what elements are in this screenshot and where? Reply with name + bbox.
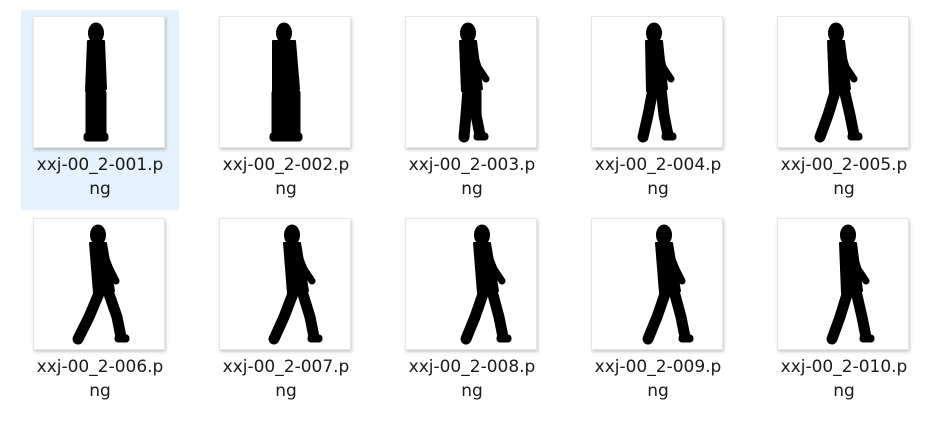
- silhouette-thumbnail-icon: [591, 16, 723, 148]
- arm-shape: [654, 43, 675, 83]
- foot-shape: [496, 334, 512, 343]
- file-item[interactable]: xxj-00_2-008.p ng: [393, 212, 551, 412]
- walking-person-silhouette: [269, 22, 303, 142]
- walking-person-silhouette: [814, 22, 863, 143]
- foot-shape: [661, 132, 677, 141]
- silhouette-thumbnail-icon: [33, 16, 165, 148]
- file-name: xxj-00_2-005.p ng: [780, 155, 908, 199]
- front-leg-shape: [296, 285, 320, 343]
- file-name: xxj-00_2-001.p ng: [36, 155, 164, 199]
- file-item[interactable]: xxj-00_2-009.p ng: [579, 212, 737, 412]
- back-leg-shape: [637, 83, 659, 143]
- feet-shape: [269, 132, 303, 142]
- file-name: xxj-00_2-004.p ng: [594, 155, 722, 199]
- arm-shape: [848, 245, 870, 285]
- file-item[interactable]: xxj-00_2-003.p ng: [393, 10, 551, 210]
- silhouette-thumbnail-icon: [405, 218, 537, 350]
- arm-shape: [292, 245, 316, 285]
- back-leg-shape: [458, 83, 474, 143]
- file-name: xxj-00_2-007.p ng: [222, 357, 350, 401]
- file-name: xxj-00_2-009.p ng: [594, 357, 722, 401]
- walking-person-silhouette: [458, 22, 490, 143]
- back-leg-shape: [826, 285, 854, 345]
- front-leg-shape: [102, 285, 127, 343]
- file-item[interactable]: xxj-00_2-001.p ng: [21, 10, 179, 210]
- arm-shape: [482, 245, 506, 285]
- walking-person-silhouette: [826, 224, 875, 345]
- walking-person-silhouette: [460, 224, 512, 345]
- silhouette-thumbnail-icon: [33, 218, 165, 350]
- silhouette-thumbnail-icon: [219, 16, 351, 148]
- silhouette-thumbnail-icon: [405, 16, 537, 148]
- front-leg-shape: [850, 285, 872, 343]
- walking-person-silhouette: [642, 224, 694, 345]
- walking-person-silhouette: [637, 22, 677, 143]
- file-item[interactable]: xxj-00_2-010.p ng: [765, 212, 923, 412]
- front-leg-shape: [486, 285, 509, 343]
- file-name: xxj-00_2-002.p ng: [222, 155, 350, 199]
- foot-shape: [114, 334, 130, 343]
- file-item[interactable]: xxj-00_2-002.p ng: [207, 10, 365, 210]
- file-item[interactable]: xxj-00_2-006.p ng: [21, 212, 179, 412]
- walking-person-silhouette: [83, 22, 109, 142]
- back-leg-shape: [72, 285, 106, 345]
- foot-shape: [307, 334, 323, 343]
- file-item[interactable]: xxj-00_2-004.p ng: [579, 10, 737, 210]
- silhouette-thumbnail-icon: [777, 218, 909, 350]
- arm-shape: [98, 245, 120, 285]
- walking-person-silhouette: [268, 224, 323, 345]
- front-leg-shape: [838, 83, 860, 141]
- torso-shape: [85, 40, 107, 92]
- file-name: xxj-00_2-008.p ng: [408, 357, 536, 401]
- arm-shape: [836, 43, 858, 83]
- foot-shape: [847, 132, 863, 141]
- file-item[interactable]: xxj-00_2-007.p ng: [207, 212, 365, 412]
- file-name: xxj-00_2-006.p ng: [36, 357, 164, 401]
- file-item[interactable]: xxj-00_2-005.p ng: [765, 10, 923, 210]
- back-leg-shape: [642, 285, 672, 345]
- file-name: xxj-00_2-010.p ng: [780, 357, 908, 401]
- silhouette-thumbnail-icon: [777, 16, 909, 148]
- legs-shape: [271, 88, 301, 140]
- front-leg-shape: [668, 285, 691, 343]
- walking-person-silhouette: [72, 224, 130, 345]
- silhouette-thumbnail-icon: [591, 218, 723, 350]
- foot-shape: [473, 132, 489, 141]
- feet-shape: [83, 132, 109, 142]
- front-leg-shape: [470, 83, 486, 141]
- file-name: xxj-00_2-003.p ng: [408, 155, 536, 199]
- back-leg-shape: [268, 285, 300, 345]
- front-leg-shape: [655, 83, 674, 141]
- silhouette-thumbnail-icon: [219, 218, 351, 350]
- legs-shape: [85, 88, 107, 140]
- arm-shape: [468, 43, 490, 83]
- foot-shape: [859, 334, 875, 343]
- arm-shape: [664, 245, 686, 285]
- back-leg-shape: [814, 83, 842, 143]
- foot-shape: [678, 334, 694, 343]
- torso-shape: [272, 40, 300, 92]
- back-leg-shape: [460, 285, 490, 345]
